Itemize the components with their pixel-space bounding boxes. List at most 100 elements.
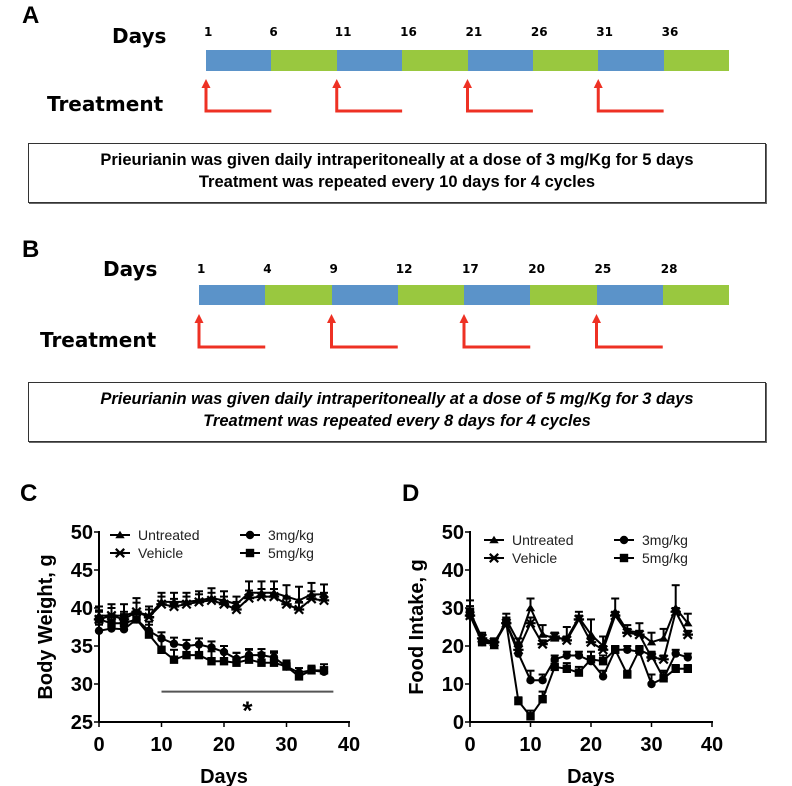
- day-tick-label: 28: [660, 262, 678, 276]
- day-tick-label: 9: [329, 262, 338, 276]
- panel-a-days-label: Days: [112, 24, 167, 48]
- data-point: [157, 645, 166, 654]
- data-point: [269, 658, 279, 667]
- data-point: [646, 638, 657, 646]
- legend-item: Untreated: [110, 527, 199, 543]
- y-tick-label: 40: [71, 598, 93, 620]
- day-tick-label: 26: [530, 25, 548, 39]
- data-point: [562, 651, 571, 660]
- data-point: [647, 679, 656, 689]
- data-point: [574, 651, 584, 660]
- panel-b-note-line-2: Treatment was repeated every 8 days for …: [203, 412, 591, 430]
- y-tick-label: 0: [453, 712, 464, 734]
- x-tick-label: 40: [701, 734, 723, 756]
- data-point: [231, 604, 242, 615]
- data-point: [597, 644, 609, 655]
- y-tick-label: 25: [71, 712, 93, 734]
- data-point: [598, 657, 608, 666]
- data-point: [94, 626, 104, 635]
- legend-marker-triangle-icon: [115, 530, 125, 539]
- y-axis-label: Food Intake, g: [406, 559, 428, 695]
- data-point: [573, 614, 585, 625]
- day-tick-label: 17: [462, 262, 479, 276]
- data-point: [561, 635, 572, 646]
- x-tick-label: 20: [213, 734, 235, 756]
- data-point: [538, 676, 547, 685]
- data-point: [526, 712, 535, 721]
- treatment-start-arrow-icon: [463, 79, 533, 113]
- legend-label: 3mg/kg: [642, 532, 688, 548]
- legend-item: 5mg/kg: [240, 545, 314, 561]
- data-point: [623, 645, 632, 654]
- x-tick-label: 0: [464, 734, 475, 756]
- legend: Untreated Vehicle 3mg/kg 5mg/kg: [110, 527, 314, 561]
- data-point: [132, 615, 141, 624]
- data-point: [181, 599, 192, 610]
- day-tick-label: 25: [594, 262, 612, 276]
- legend-marker-triangle-icon: [489, 535, 499, 544]
- legend-item: Untreated: [484, 532, 573, 548]
- x-axis-label: Days: [567, 766, 615, 786]
- series-line: [469, 611, 688, 718]
- y-axis-label: Body Weight, g: [35, 554, 57, 699]
- data-point: [119, 619, 129, 628]
- legend-label: Untreated: [512, 532, 573, 548]
- treatment-start-arrow-icon: [593, 79, 664, 113]
- treatment-start-arrow-icon: [459, 314, 531, 349]
- panel-b-note-line-1: Prieurianin was given daily intraperiton…: [100, 390, 694, 408]
- legend-label: 3mg/kg: [268, 527, 314, 543]
- data-point: [232, 658, 241, 667]
- legend-marker-star-icon: [114, 548, 126, 558]
- series-5mg-kg: [465, 605, 692, 721]
- treatment-start-arrow-icon: [194, 314, 266, 349]
- treatment-period-segment: [596, 285, 663, 305]
- x-axis-label: Days: [200, 766, 248, 786]
- data-point: [207, 643, 216, 652]
- data-point: [477, 638, 487, 647]
- day-tick-label: 16: [400, 25, 417, 39]
- day-tick-label: 21: [465, 25, 483, 39]
- panel-d-label: D: [402, 480, 420, 507]
- data-point: [282, 662, 291, 671]
- rest-period-segment: [402, 50, 468, 71]
- data-point: [525, 603, 536, 612]
- data-point: [586, 655, 596, 664]
- legend-marker-circle-icon: [245, 530, 255, 540]
- x-tick-label: 10: [519, 734, 541, 756]
- data-point: [622, 627, 633, 638]
- data-point: [659, 674, 668, 683]
- x-tick-label: 40: [338, 734, 360, 756]
- rest-period-segment: [662, 285, 729, 305]
- treatment-start-arrow-icon: [332, 79, 403, 113]
- data-point: [647, 651, 656, 660]
- data-point: [562, 664, 571, 673]
- rest-period-segment: [530, 285, 597, 305]
- data-point: [538, 695, 547, 704]
- data-point: [635, 645, 644, 654]
- treatment-start-arrow-icon: [201, 79, 272, 113]
- rest-period-segment: [397, 285, 464, 305]
- day-tick-label: 6: [269, 25, 278, 39]
- data-point: [243, 593, 255, 604]
- data-point: [182, 650, 191, 660]
- rest-period-segment: [265, 285, 332, 305]
- data-point: [307, 666, 316, 675]
- data-point: [525, 618, 536, 629]
- data-point: [490, 639, 499, 649]
- y-tick-label: 10: [442, 674, 464, 696]
- treatment-period-segment: [331, 285, 398, 305]
- panel-a-treatment-label: Treatment: [47, 92, 164, 116]
- x-tick-label: 20: [580, 734, 602, 756]
- panel-a-note-line-2: Treatment was repeated every 10 days for…: [198, 173, 596, 191]
- data-point: [194, 650, 204, 660]
- data-point: [168, 601, 180, 612]
- data-point: [585, 637, 597, 648]
- panel-b-treatment-label: Treatment: [40, 328, 157, 352]
- legend-label: 5mg/kg: [268, 545, 314, 561]
- data-point: [610, 610, 621, 621]
- data-point: [671, 664, 680, 673]
- y-tick-label: 30: [442, 598, 464, 620]
- panel-b-note-box: Prieurianin was given daily intraperiton…: [28, 382, 766, 442]
- y-tick-label: 35: [71, 636, 93, 658]
